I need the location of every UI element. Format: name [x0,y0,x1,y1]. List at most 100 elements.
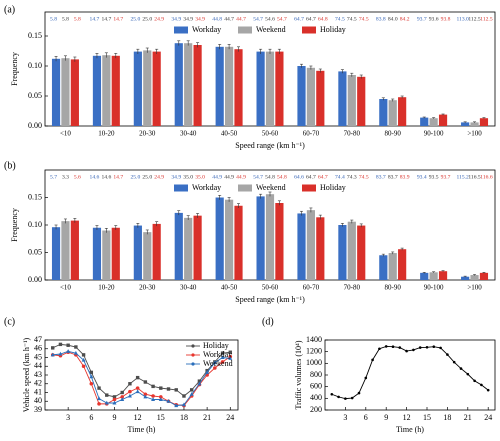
x-tick-label: >100 [467,284,482,292]
marker [344,397,347,400]
y-tick-label: 44 [34,361,42,370]
speed-label: 25.0 [130,16,140,22]
bar [479,118,489,126]
bar [388,253,397,280]
x-tick-label: 18 [443,413,451,422]
legend-marker [191,362,195,366]
legend-swatch [302,26,316,34]
marker [81,364,86,369]
bar [256,51,265,126]
speed-label: 74.5 [359,174,369,180]
bar [379,99,388,126]
legend-label: Weekend [256,25,286,34]
speed-label: 44.8 [212,16,222,22]
speed-label: 44.7 [236,16,246,22]
marker [120,390,124,395]
speed-label: 84.0 [388,16,398,22]
marker [159,395,163,399]
speed-label: 112.5 [468,16,481,22]
bar [92,55,102,126]
x-tick-label: 6 [89,413,93,422]
x-tick-label: 10-20 [98,130,115,138]
bar [234,49,243,127]
bar [215,197,224,280]
speed-label: 44.9 [212,174,222,180]
marker [74,345,78,349]
y-tick-label: 42 [34,379,42,388]
x-tick-label: 90-100 [424,284,444,292]
marker [97,402,101,406]
marker [159,386,163,390]
speed-label: 25.0 [130,174,140,180]
y-tick-label: 1400 [306,335,322,344]
speed-label: 83.8 [376,16,386,22]
speed-label: 112.5 [480,16,493,22]
bar [143,232,152,280]
legend-swatch [238,184,252,192]
series-line [52,350,231,407]
marker [432,345,436,349]
x-tick-label: 9 [112,413,116,422]
marker [337,395,340,399]
x-tick-label: 50-60 [262,284,279,292]
marker [220,355,225,359]
marker [425,345,429,349]
marker [143,392,148,397]
bar [398,249,407,280]
bar [265,194,275,280]
speed-label: 44.7 [224,16,234,22]
marker [166,387,171,391]
marker [151,397,156,401]
bar [461,276,470,280]
x-tick-label: 70-80 [344,284,361,292]
x-tick-label: 3 [66,413,70,422]
x-tick-label: 10-20 [98,284,115,292]
speed-label: 116.5 [468,174,481,180]
marker [357,391,361,395]
x-tick-label: 18 [180,413,188,422]
legend-swatch [174,184,188,192]
marker [439,346,442,350]
speed-label: 5.8 [62,16,69,22]
speed-label: 14.7 [90,16,100,22]
bar [51,227,61,280]
bar [388,100,397,126]
bar [429,118,438,126]
bar [357,76,366,126]
marker [81,353,86,357]
speed-label: 64.7 [306,174,316,180]
y-axis-label: Vehicle speed (km h⁻¹) [22,337,31,412]
bar [379,255,388,280]
bar [234,205,243,280]
x-tick-label: 70-80 [344,130,361,138]
bar [102,230,111,280]
speed-label: 64.8 [318,16,328,22]
marker [212,360,217,365]
marker [66,349,71,353]
marker [412,348,415,352]
x-tick-label: 24 [226,413,234,422]
marker [174,388,178,392]
marker [120,397,125,401]
x-tick-label: 80-90 [385,130,402,138]
marker [364,376,368,380]
speed-label: 54.7 [253,16,263,22]
x-tick-label: 60-70 [303,284,320,292]
x-tick-label: 40-50 [221,130,238,138]
speed-label: 74.3 [347,174,357,180]
speed-label: 14.6 [101,174,111,180]
marker [135,389,140,394]
bar [461,122,470,126]
speed-label: 25.0 [142,16,152,22]
y-axis-label: Traffic volumes (10⁴) [294,340,303,409]
bar [316,70,325,126]
x-tick-label: 12 [403,413,411,422]
legend-swatch [174,26,188,34]
marker [220,360,225,364]
speed-label: 44.9 [224,174,234,180]
y-tick-label: 0.15 [28,192,42,201]
marker [120,395,124,399]
marker [50,352,55,357]
speed-label: 34.9 [183,16,193,22]
